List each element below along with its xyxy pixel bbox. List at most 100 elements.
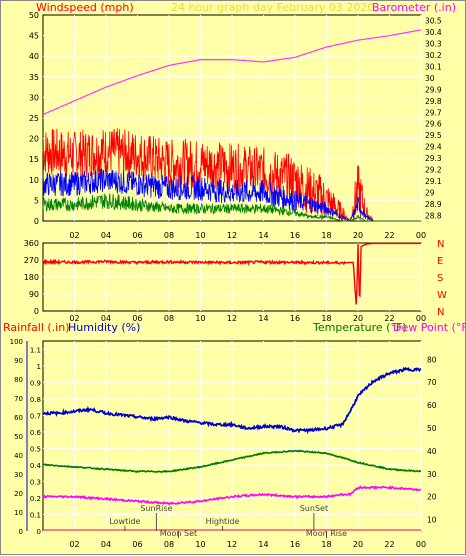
x-tick-label-p2-00: 00 bbox=[416, 314, 426, 323]
wind-tick-label-40: 40 bbox=[29, 52, 39, 61]
x-tick-label-p3-18: 18 bbox=[321, 540, 331, 549]
baro-tick-label-30.2: 30.2 bbox=[425, 51, 442, 60]
rain-tick-label-0.6: 0.6 bbox=[30, 429, 42, 437]
dir-tick-label-90: 90 bbox=[29, 290, 39, 299]
wind-tick-label-35: 35 bbox=[29, 73, 39, 82]
x-tick-label-p2-04: 04 bbox=[101, 314, 111, 323]
axes-layer: 0202020404040606060808081010101212121414… bbox=[10, 11, 447, 549]
baro-tick-label-30.3: 30.3 bbox=[425, 40, 442, 49]
rain-tick-label-0.5: 0.5 bbox=[30, 445, 41, 453]
compass-label-N-4: N bbox=[437, 239, 444, 250]
dewpoint-line bbox=[42, 485, 422, 506]
x-tick-label-p3-02: 02 bbox=[69, 540, 79, 549]
x-tick-label-p3-00: 00 bbox=[416, 540, 426, 549]
x-tick-label-p2-12: 12 bbox=[227, 314, 237, 323]
temp-tick-label-80: 80 bbox=[427, 355, 437, 364]
x-tick-label-p2-16: 16 bbox=[290, 314, 300, 323]
x-tick-label-p1-02: 02 bbox=[69, 231, 79, 240]
temp-tick-label-20: 20 bbox=[427, 493, 437, 502]
x-tick-label-p1-08: 08 bbox=[164, 231, 174, 240]
x-tick-label-p3-04: 04 bbox=[101, 540, 111, 549]
compass-label-N-0: N bbox=[437, 307, 444, 318]
temp-tick-label-40: 40 bbox=[427, 447, 437, 456]
x-tick-label-p1-16: 16 bbox=[290, 231, 300, 240]
humidity-tick-label-20: 20 bbox=[14, 490, 23, 498]
temp-tick-label-10: 10 bbox=[427, 516, 437, 525]
wind-tick-label-45: 45 bbox=[29, 32, 39, 41]
wind-tick-label-10: 10 bbox=[29, 176, 39, 185]
x-tick-label-p3-20: 20 bbox=[353, 540, 363, 549]
compass-label-W-1: W bbox=[437, 290, 447, 301]
wind-tick-label-5: 5 bbox=[34, 196, 39, 205]
baro-tick-label-30.1: 30.1 bbox=[425, 63, 442, 72]
wind-tick-label-25: 25 bbox=[29, 114, 39, 123]
rainfall-axis-title: Rainfall (.in) bbox=[3, 321, 70, 334]
baro-tick-label-30.4: 30.4 bbox=[425, 28, 442, 37]
rain-tick-label-0.4: 0.4 bbox=[30, 462, 42, 470]
dir-tick-label-0: 0 bbox=[34, 307, 39, 316]
baro-tick-label-29.1: 29.1 bbox=[425, 177, 442, 186]
x-tick-label-p1-22: 22 bbox=[384, 231, 394, 240]
rain-tick-label-0.3: 0.3 bbox=[30, 478, 41, 486]
baro-tick-label-29.8: 29.8 bbox=[425, 97, 442, 106]
event-label-sunset: SunSet bbox=[300, 504, 328, 513]
dir-tick-label-180: 180 bbox=[24, 273, 39, 282]
humidity-tick-label-70: 70 bbox=[14, 395, 23, 403]
baro-tick-label-29.7: 29.7 bbox=[425, 108, 442, 117]
humidity-tick-label-90: 90 bbox=[14, 357, 23, 365]
x-tick-label-p2-08: 08 bbox=[164, 314, 174, 323]
baro-tick-label-29.6: 29.6 bbox=[425, 120, 442, 129]
x-tick-label-p2-20: 20 bbox=[353, 314, 363, 323]
x-tick-label-p3-12: 12 bbox=[227, 540, 237, 549]
x-tick-label-p3-16: 16 bbox=[290, 540, 300, 549]
rain-tick-label-0: 0 bbox=[37, 528, 41, 536]
event-label-moon-set: Moon Set bbox=[160, 529, 197, 538]
rain-tick-label-0.2: 0.2 bbox=[30, 495, 41, 503]
baro-tick-label-29.2: 29.2 bbox=[425, 166, 442, 175]
temperature-line bbox=[43, 449, 422, 473]
humidity-tick-label-40: 40 bbox=[14, 452, 23, 460]
temp-tick-label-70: 70 bbox=[427, 378, 437, 387]
dir-tick-label-360: 360 bbox=[24, 239, 39, 248]
x-tick-label-p2-22: 22 bbox=[384, 314, 394, 323]
baro-tick-label-29.9: 29.9 bbox=[425, 85, 442, 94]
rain-tick-label-0.1: 0.1 bbox=[30, 511, 41, 519]
barometer-line bbox=[42, 29, 422, 116]
barometer-axis-title: Barometer (.in) bbox=[372, 1, 456, 14]
wind-direction-line bbox=[42, 242, 421, 305]
x-tick-label-p1-12: 12 bbox=[227, 231, 237, 240]
wind-low-line bbox=[42, 193, 421, 222]
temperature-axis-title: Temperature (°F) bbox=[312, 321, 407, 334]
event-label-sunrise: SunRise bbox=[140, 504, 172, 513]
temp-tick-label-60: 60 bbox=[427, 401, 437, 410]
humidity-axis-title: Humidity (%) bbox=[68, 321, 140, 334]
wind-average-line bbox=[42, 168, 421, 222]
wind-tick-label-0: 0 bbox=[34, 217, 39, 226]
compass-label-S-2: S bbox=[437, 273, 443, 284]
temp-tick-label-50: 50 bbox=[427, 424, 437, 433]
x-tick-label-p1-14: 14 bbox=[258, 231, 268, 240]
x-tick-label-p3-08: 08 bbox=[164, 540, 174, 549]
humidity-tick-label-30: 30 bbox=[14, 471, 23, 479]
compass-label-E-3: E bbox=[437, 256, 443, 267]
humidity-tick-label-50: 50 bbox=[14, 433, 23, 441]
baro-tick-label-29.4: 29.4 bbox=[425, 143, 442, 152]
x-tick-label-p1-18: 18 bbox=[321, 231, 331, 240]
baro-tick-label-30: 30 bbox=[425, 74, 435, 83]
baro-tick-label-28.9: 28.9 bbox=[425, 200, 442, 209]
event-label-lowtide: Lowtide bbox=[109, 517, 140, 526]
humidity-tick-label-80: 80 bbox=[14, 376, 23, 384]
baro-tick-label-29.5: 29.5 bbox=[425, 131, 442, 140]
x-tick-label-p1-00: 00 bbox=[416, 231, 426, 240]
rain-tick-label-0.9: 0.9 bbox=[30, 379, 41, 387]
temp-tick-label-30: 30 bbox=[427, 470, 437, 479]
baro-tick-label-30.5: 30.5 bbox=[425, 17, 442, 26]
x-tick-label-p2-06: 06 bbox=[132, 314, 142, 323]
event-label-moon-rise: Moon Rise bbox=[306, 529, 347, 538]
grid-layer bbox=[43, 15, 422, 532]
x-tick-label-p1-10: 10 bbox=[195, 231, 205, 240]
baro-tick-label-29: 29 bbox=[425, 188, 435, 197]
